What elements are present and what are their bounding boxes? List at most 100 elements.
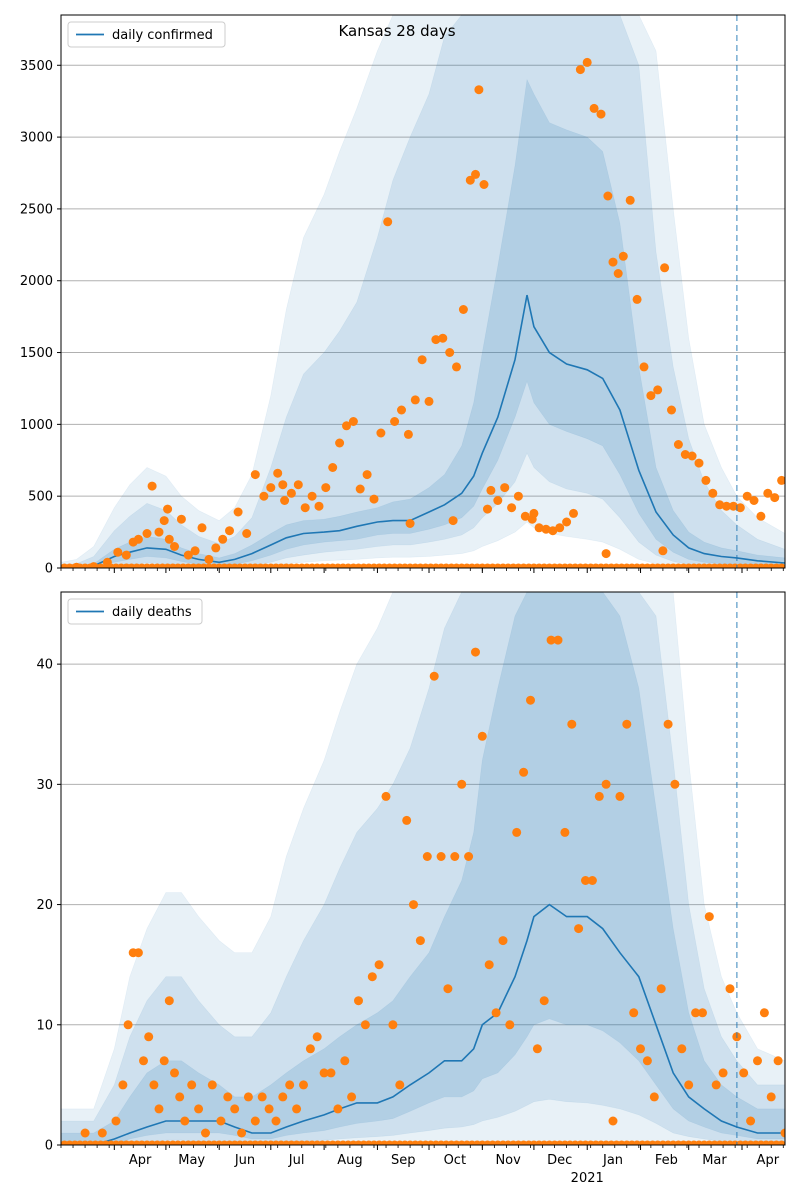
observed-point [656, 984, 666, 994]
observed-point [519, 767, 529, 777]
observed-point [159, 1056, 169, 1066]
observed-point [457, 779, 467, 789]
observed-point [123, 1020, 133, 1030]
legend-box [67, 21, 226, 48]
observed-point [529, 508, 539, 518]
observed-point [328, 463, 338, 472]
observed-point [307, 491, 317, 501]
observed-point [753, 1056, 762, 1066]
plot-area [61, 592, 785, 1145]
observed-point [319, 1068, 329, 1078]
observed-point [777, 475, 785, 485]
observed-point [526, 695, 535, 705]
x-month-label: May [178, 1153, 205, 1168]
axes-frame [60, 591, 786, 1146]
observed-point [369, 494, 379, 504]
observed-point [237, 1128, 247, 1138]
observed-point [381, 791, 391, 801]
x-month-label: Oct [444, 1153, 466, 1168]
observed-point [636, 1044, 645, 1054]
observed-point [175, 1092, 185, 1102]
observed-point [187, 1080, 197, 1090]
observed-point [541, 524, 551, 534]
observed-point [424, 396, 434, 406]
x-month-label: Jul [288, 1153, 305, 1168]
observed-point [589, 103, 599, 113]
observed-point [603, 191, 613, 201]
observed-point [694, 458, 704, 468]
observed-point [197, 523, 207, 533]
x-month-label: Apr [757, 1153, 780, 1168]
observed-point [507, 503, 517, 513]
observed-point [582, 57, 592, 67]
observed-point [608, 257, 618, 267]
observed-point [704, 912, 714, 922]
observed-point [233, 507, 243, 517]
observed-point [266, 483, 276, 493]
y-tick-label: 40 [36, 658, 53, 673]
observed-point [642, 1056, 652, 1066]
observed-point [383, 217, 393, 227]
uncertainty-band-outer [61, 15, 785, 568]
x-month-label: Feb [655, 1153, 678, 1168]
confirmed-panel: 0 500 1000 1500 2000 2500 3000 3500 daily confir… [20, 14, 786, 577]
observed-point [663, 719, 673, 729]
observed-point [403, 429, 413, 439]
observed-point [670, 779, 680, 789]
y-tick-label: 3000 [20, 131, 53, 146]
observed-point [293, 480, 303, 490]
observed-point [360, 1020, 370, 1030]
observed-point [431, 335, 441, 345]
observed-point [409, 900, 418, 910]
observed-point [183, 550, 193, 560]
observed-point [326, 1068, 336, 1078]
observed-point [622, 719, 632, 729]
observed-point [374, 960, 384, 970]
observed-point [164, 534, 174, 544]
legend: daily confirmed [67, 21, 226, 48]
observed-point [532, 1044, 542, 1054]
observed-point [575, 65, 585, 75]
observed-point [742, 491, 752, 501]
observed-point [484, 960, 494, 970]
observed-point [680, 450, 690, 459]
observed-point [491, 1008, 501, 1018]
observed-point [749, 496, 759, 505]
observed-point [149, 1080, 159, 1090]
observed-point [305, 1044, 315, 1054]
y-tick-label: 30 [36, 778, 53, 793]
observed-point [300, 503, 310, 513]
x-month-label: Mar [702, 1153, 727, 1168]
legend-box [67, 598, 203, 625]
observed-point [402, 815, 412, 825]
observed-point [218, 534, 228, 544]
y-tick-label: 1500 [20, 346, 53, 361]
observed-point [448, 516, 458, 526]
observed-point [660, 263, 670, 273]
observed-point [429, 671, 439, 681]
observed-point [113, 547, 123, 557]
x-month-label: Jan [602, 1153, 623, 1168]
observed-point [746, 1116, 756, 1126]
observed-point [164, 996, 174, 1006]
observed-point [216, 1116, 226, 1126]
observed-point [335, 438, 345, 448]
observed-point [299, 1080, 308, 1090]
observed-point [512, 827, 522, 837]
observed-point [445, 348, 455, 357]
chart-title: Kansas 28 days [338, 22, 455, 40]
observed-point [190, 546, 200, 556]
x-month-label: Sep [391, 1153, 416, 1168]
observed-point [139, 1056, 148, 1066]
observed-point [242, 529, 252, 538]
observed-point [479, 180, 489, 189]
observed-point [646, 391, 656, 401]
observed-point [285, 1080, 295, 1090]
observed-point [410, 395, 420, 405]
model-median-line [61, 903, 785, 1145]
observed-point [534, 523, 544, 533]
observed-point [567, 719, 577, 729]
observed-point [701, 475, 711, 485]
y-tick-label: 20 [36, 898, 53, 913]
observed-point [348, 417, 358, 426]
